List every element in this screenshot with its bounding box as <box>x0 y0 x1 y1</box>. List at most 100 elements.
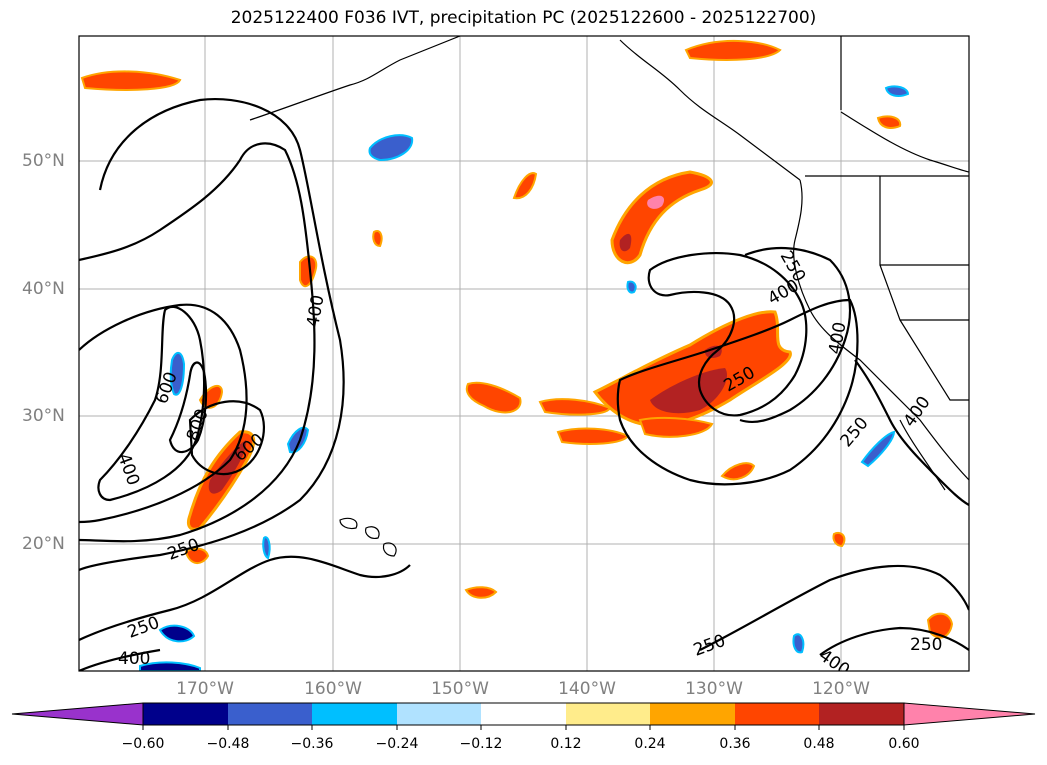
precip-blob <box>876 115 902 129</box>
colorbar-tick-label: 0.48 <box>803 736 835 752</box>
colorbar-bin <box>312 703 397 725</box>
precip-blob <box>158 624 196 643</box>
map-frame <box>78 35 970 672</box>
contour-label: 250 <box>910 635 942 655</box>
precip-blob <box>184 547 210 564</box>
alaska-coast <box>249 36 461 121</box>
ivt-contour-400 <box>79 648 161 671</box>
colorbar-extend-min <box>11 702 144 726</box>
colorbar-tick-label: −0.24 <box>375 736 419 752</box>
precip-blob <box>704 345 722 358</box>
precip-blob <box>832 532 846 548</box>
precip-blob <box>626 280 637 294</box>
precip-blob <box>619 233 632 252</box>
contour-label: 400 <box>815 646 853 681</box>
precip-blob <box>80 70 182 91</box>
ivt-contour-400 <box>79 142 316 543</box>
precip-blob <box>208 440 247 494</box>
precip-blob <box>792 633 805 654</box>
precip-blob <box>464 586 498 599</box>
contour-label: 600 <box>152 369 182 406</box>
lon-label-130w: 130°W <box>685 679 743 699</box>
precip-blob <box>169 352 186 396</box>
ivt-contours <box>79 98 969 671</box>
colorbar-bin <box>228 703 312 725</box>
colorbar-tick-label: −0.36 <box>290 736 334 752</box>
lat-label-20n: 20°N <box>22 534 65 554</box>
colorbar-tick-label: −0.48 <box>206 736 250 752</box>
ivt-contour-250 <box>79 98 345 572</box>
contour-label: 800 <box>183 406 213 443</box>
colorbar-bin <box>143 703 228 725</box>
contour-label: 400 <box>118 649 150 669</box>
precip-blob <box>926 612 954 639</box>
contour-label: 400 <box>900 393 935 431</box>
precip-blob <box>556 427 630 445</box>
ivt-contour-250 <box>699 564 969 651</box>
ivt-contour-600 <box>97 305 206 502</box>
hawaii-island <box>365 526 380 539</box>
precip-blob <box>368 134 414 162</box>
ivt-contour-400 <box>819 626 969 656</box>
ivt-contour-600 <box>188 400 265 476</box>
lon-label-170w: 170°W <box>176 679 234 699</box>
lat-label-50n: 50°N <box>22 151 65 171</box>
colorbar-bin <box>819 703 904 725</box>
ivt-contour-250 <box>79 303 248 524</box>
precip-blob <box>684 40 782 61</box>
precip-blob <box>512 172 538 200</box>
colorbar-tick-label: 0.36 <box>719 736 751 752</box>
contour-label: 400 <box>113 451 143 488</box>
precip-blob <box>610 170 713 265</box>
hawaii-island <box>339 517 358 530</box>
baja-california-coast <box>899 419 946 491</box>
contour-label: 250 <box>691 631 728 661</box>
precip-positive-areas <box>80 40 954 639</box>
colorbar-bin <box>397 703 481 725</box>
alaska-panhandle-coast <box>619 39 801 181</box>
precip-blob <box>286 426 310 454</box>
precip-blob <box>372 230 383 248</box>
lon-label-140w: 140°W <box>558 679 616 699</box>
precip-blob <box>465 381 522 414</box>
colorbar-frame <box>142 702 905 726</box>
precip-blob <box>262 536 271 560</box>
lon-label-120w: 120°W <box>812 679 870 699</box>
colorbar-bin <box>481 703 566 725</box>
colorbar-bin <box>566 703 650 725</box>
map-title: 2025122400 F036 IVT, precipitation PC (2… <box>230 8 817 28</box>
ivt-contour-250 <box>79 555 411 641</box>
colorbar-extend-max <box>903 702 1036 726</box>
canada-inland-border <box>840 111 969 173</box>
hawaii-island <box>382 542 397 557</box>
colorbar-tick-label: 0.12 <box>550 736 582 752</box>
lon-label-160w: 160°W <box>304 679 362 699</box>
ivt-contour-250 <box>647 252 808 417</box>
contour-label: 400 <box>303 293 328 328</box>
precip-blob <box>638 416 714 438</box>
lon-label-150w: 150°W <box>431 679 489 699</box>
us-state-borders <box>879 176 969 401</box>
ivt-contour-400 <box>739 247 852 424</box>
precip-blob <box>538 398 612 416</box>
colorbar-tick-label: 0.60 <box>888 736 920 752</box>
colorbar-bin <box>735 703 819 725</box>
colorbar-bin <box>650 703 735 725</box>
precip-blob <box>647 195 665 209</box>
ivt-contour-400 <box>854 359 969 506</box>
colorbar-tick-label: −0.12 <box>459 736 503 752</box>
lat-label-30n: 30°N <box>22 406 65 426</box>
contour-label: 250 <box>837 413 873 451</box>
precip-blob <box>884 85 910 97</box>
contour-label: 250 <box>125 613 162 643</box>
precip-blob <box>720 462 756 481</box>
colorbar <box>11 702 1036 730</box>
coastlines <box>249 36 969 557</box>
precip-blob <box>860 430 896 468</box>
colorbar-tick-label: 0.24 <box>634 736 666 752</box>
lat-label-40n: 40°N <box>22 279 65 299</box>
ivt-contour-250 <box>616 298 859 486</box>
north-america-west-coast <box>793 179 969 481</box>
colorbar-tick-label: −0.60 <box>121 736 165 752</box>
